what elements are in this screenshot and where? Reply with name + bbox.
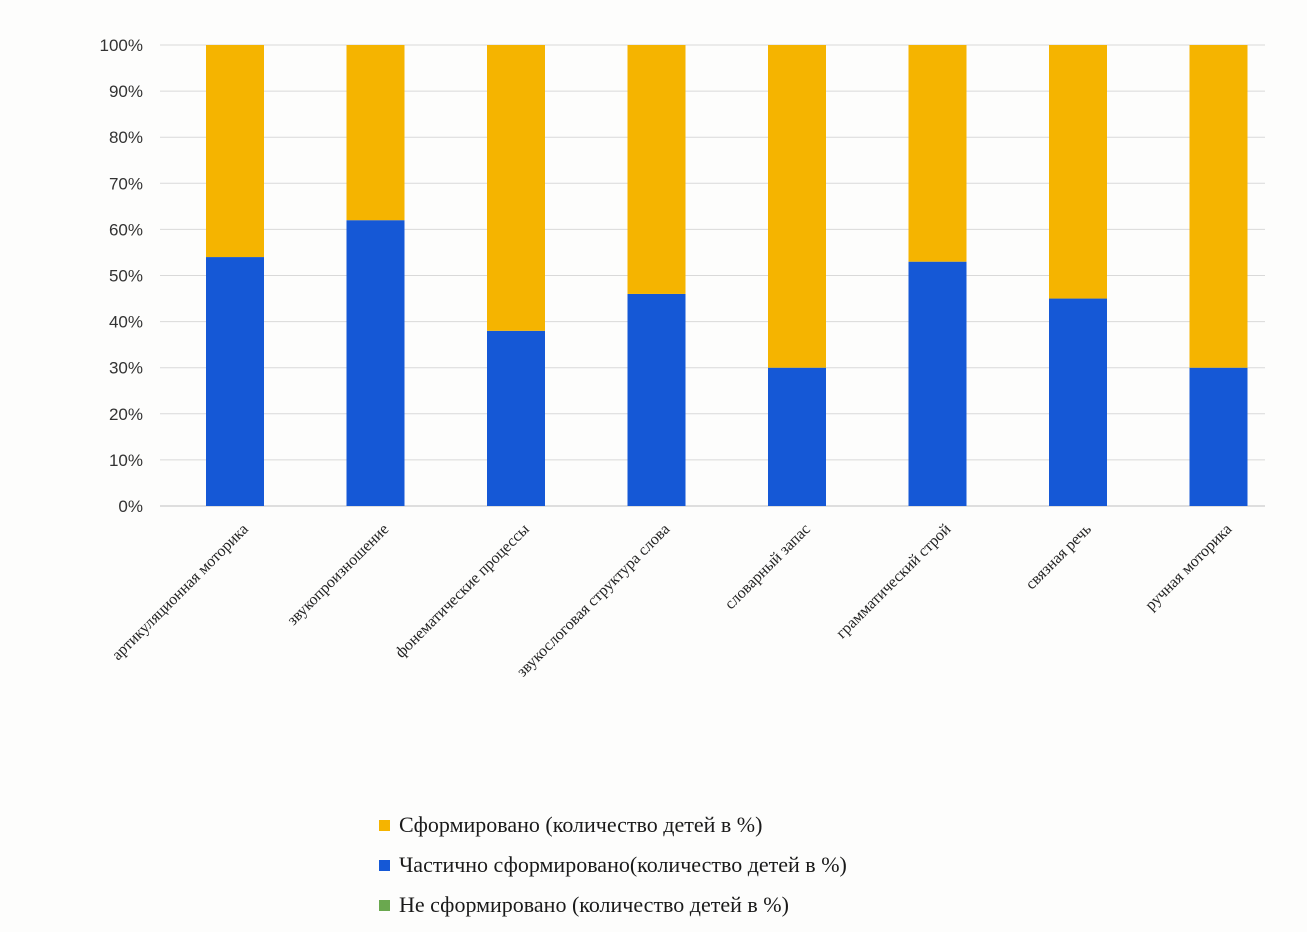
y-tick-label: 80% <box>109 128 143 147</box>
bar-segment <box>487 45 545 331</box>
legend-label: Сформировано (количество детей в %) <box>399 812 762 837</box>
legend-label: Частично сформировано(количество детей в… <box>399 852 847 877</box>
x-tick-label: грамматический строй <box>833 521 955 643</box>
y-tick-label: 70% <box>109 174 143 193</box>
bar-segment <box>627 293 686 506</box>
bar-segment <box>627 45 686 294</box>
y-tick-label: 0% <box>118 497 143 516</box>
bar-segment <box>908 45 967 262</box>
y-axis: 0% 10% 20% 30% 40% 50% 60% 70% 80% 90% 100% <box>100 36 143 516</box>
y-tick-label: 10% <box>109 451 143 470</box>
legend-swatch <box>379 860 390 871</box>
x-tick-label: фонематические процессы <box>392 521 533 662</box>
legend: Сформировано (количество детей в %) Части… <box>379 812 847 917</box>
bars <box>206 45 1248 506</box>
bar-segment <box>1189 45 1248 368</box>
x-tick-label: словарный запас <box>722 521 814 613</box>
x-tick-label: звукопроизношение <box>284 521 392 629</box>
x-tick-label: связная речь <box>1023 521 1095 593</box>
bar-segment <box>768 367 826 506</box>
legend-swatch <box>379 820 390 831</box>
y-tick-label: 30% <box>109 359 143 378</box>
legend-label: Не сформировано (количество детей в %) <box>399 892 789 917</box>
bar-segment <box>346 45 405 221</box>
x-tick-label: звукослоговая структура слова <box>514 521 674 681</box>
y-tick-label: 100% <box>100 36 143 55</box>
bar-segment <box>487 330 545 506</box>
bar-segment <box>346 220 405 506</box>
bar-segment <box>768 45 826 368</box>
bar-segment <box>1049 45 1107 299</box>
bar-segment <box>206 257 264 506</box>
y-tick-label: 20% <box>109 405 143 424</box>
x-tick-label: артикуляционная моторика <box>109 521 252 664</box>
x-tick-label: ручная моторика <box>1142 521 1235 614</box>
y-tick-label: 90% <box>109 82 143 101</box>
bar-segment <box>1049 298 1107 506</box>
legend-swatch <box>379 900 390 911</box>
y-tick-label: 50% <box>109 267 143 286</box>
y-tick-label: 60% <box>109 220 143 239</box>
bar-segment <box>206 45 264 258</box>
bar-segment <box>1189 367 1248 506</box>
y-tick-label: 40% <box>109 313 143 332</box>
bar-segment <box>908 261 967 506</box>
x-axis: артикуляционная моторика звукопроизношени… <box>109 521 1236 681</box>
